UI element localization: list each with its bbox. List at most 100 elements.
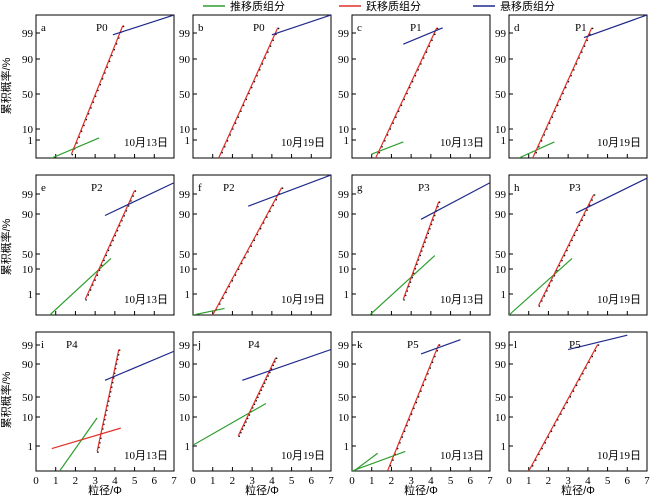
data-points [238, 357, 278, 438]
site-label: P3 [569, 182, 581, 194]
data-points [218, 27, 280, 158]
site-label: P1 [410, 22, 422, 34]
y-tick-label: 99 [179, 189, 191, 201]
y-tick-label: 1 [28, 441, 34, 453]
panel-letter: b [198, 22, 204, 34]
y-tick-label: 1 [344, 135, 350, 147]
y-axis-title: 累积概率/% [0, 218, 13, 275]
panel-e: 1 10 50 90 99 e P2 10月13日 [22, 174, 175, 316]
x-tick-label: 2 [546, 475, 552, 487]
x-tick-label: 5 [132, 475, 138, 487]
y-tick-label: 10 [179, 124, 191, 136]
y-tick-label: 99 [495, 189, 507, 201]
panel-frame [508, 14, 648, 159]
traction-line [49, 258, 112, 315]
panel-letter: g [357, 182, 363, 194]
x-tick-label: 2 [230, 475, 236, 487]
site-label: P0 [253, 22, 265, 34]
data-point [97, 451, 99, 453]
x-tick-label: 7 [171, 475, 177, 487]
x-tick-label: 1 [369, 475, 375, 487]
y-tick-label: 1 [185, 289, 191, 301]
suspension-line [575, 177, 647, 214]
x-tick-label: 4 [269, 475, 275, 487]
data-points [387, 344, 441, 471]
panel-letter: j [197, 339, 201, 351]
site-label: P0 [96, 22, 108, 34]
data-point [281, 187, 284, 189]
x-axis-title: 粒径/Φ [88, 483, 122, 497]
x-tick-label: 3 [249, 475, 255, 487]
saltation-line [528, 344, 599, 471]
y-tick-label: 50 [338, 249, 350, 261]
x-tick-label: 6 [468, 475, 474, 487]
y-tick-label: 99 [495, 340, 507, 352]
suspension-line [104, 350, 174, 381]
y-tick-label: 50 [495, 89, 507, 101]
panel-letter: i [41, 339, 44, 351]
panel-h: 1 10 50 90 99 h P3 10月19日 [495, 174, 648, 316]
saltation-line [402, 201, 440, 300]
data-points [532, 27, 594, 158]
y-tick-label: 99 [338, 340, 350, 352]
y-tick-label: 90 [179, 54, 191, 66]
x-tick-label: 6 [309, 475, 315, 487]
x-axis-titles: 粒径/Φ 粒径/Φ 粒径/Φ 粒径/Φ [88, 483, 595, 497]
data-points [212, 187, 284, 315]
x-tick-label: 7 [487, 475, 493, 487]
panel-frame [192, 174, 332, 316]
traction-line [509, 258, 573, 315]
traction-line [353, 452, 378, 471]
y-tick-label: 99 [22, 189, 34, 201]
suspension-line [420, 182, 490, 220]
panel-f: 1 10 50 90 99 f P2 10月19日 [179, 174, 332, 316]
x-tick-label: 0 [190, 475, 196, 487]
y-tick-label: 10 [22, 412, 34, 424]
saltation-line [538, 194, 595, 306]
y-tick-label: 50 [338, 89, 350, 101]
site-label: P3 [418, 182, 430, 194]
x-tick-label: 5 [289, 475, 295, 487]
data-point [71, 153, 74, 156]
y-tick-label: 99 [22, 28, 34, 40]
x-tick-label: 3 [565, 475, 571, 487]
site-label: P4 [248, 339, 260, 351]
suspension-line [568, 334, 628, 351]
site-label: P5 [407, 339, 419, 351]
date-label: 10月19日 [597, 450, 641, 462]
x-tick-label: 6 [625, 475, 631, 487]
suspension-line [242, 348, 331, 381]
traction-line [59, 417, 98, 471]
data-points [538, 194, 596, 307]
saltation-line [96, 349, 120, 452]
data-point [85, 299, 87, 301]
y-tick-label: 90 [495, 359, 507, 371]
y-tick-label: 10 [22, 124, 34, 136]
data-points [528, 344, 600, 471]
y-tick-label: 90 [179, 209, 191, 221]
y-tick-label: 90 [338, 359, 350, 371]
saltation-line [375, 27, 438, 158]
x-tick-label: 2 [389, 475, 395, 487]
saltation-line [386, 344, 440, 471]
y-tick-label: 1 [501, 135, 507, 147]
y-tick-label: 50 [179, 89, 191, 101]
suspension-line [247, 175, 331, 207]
y-axis-titles: 累积概率/% 累积概率/% 累积概率/% [0, 57, 13, 428]
legend-label: 推移质组分 [230, 0, 285, 13]
date-label: 10月19日 [281, 294, 325, 306]
y-tick-label: 1 [501, 441, 507, 453]
panel-letter: e [41, 182, 46, 194]
data-points [375, 27, 439, 158]
date-label: 10月13日 [440, 294, 484, 306]
x-tick-label: 0 [33, 475, 39, 487]
date-label: 10月19日 [597, 294, 641, 306]
y-tick-label: 10 [338, 124, 350, 136]
y-tick-label: 1 [344, 289, 350, 301]
y-tick-label: 90 [495, 209, 507, 221]
x-tick-label: 0 [349, 475, 355, 487]
y-tick-label: 1 [501, 289, 507, 301]
y-tick-label: 10 [495, 264, 507, 276]
saltation-line [218, 27, 279, 158]
suspension-line [112, 15, 174, 36]
